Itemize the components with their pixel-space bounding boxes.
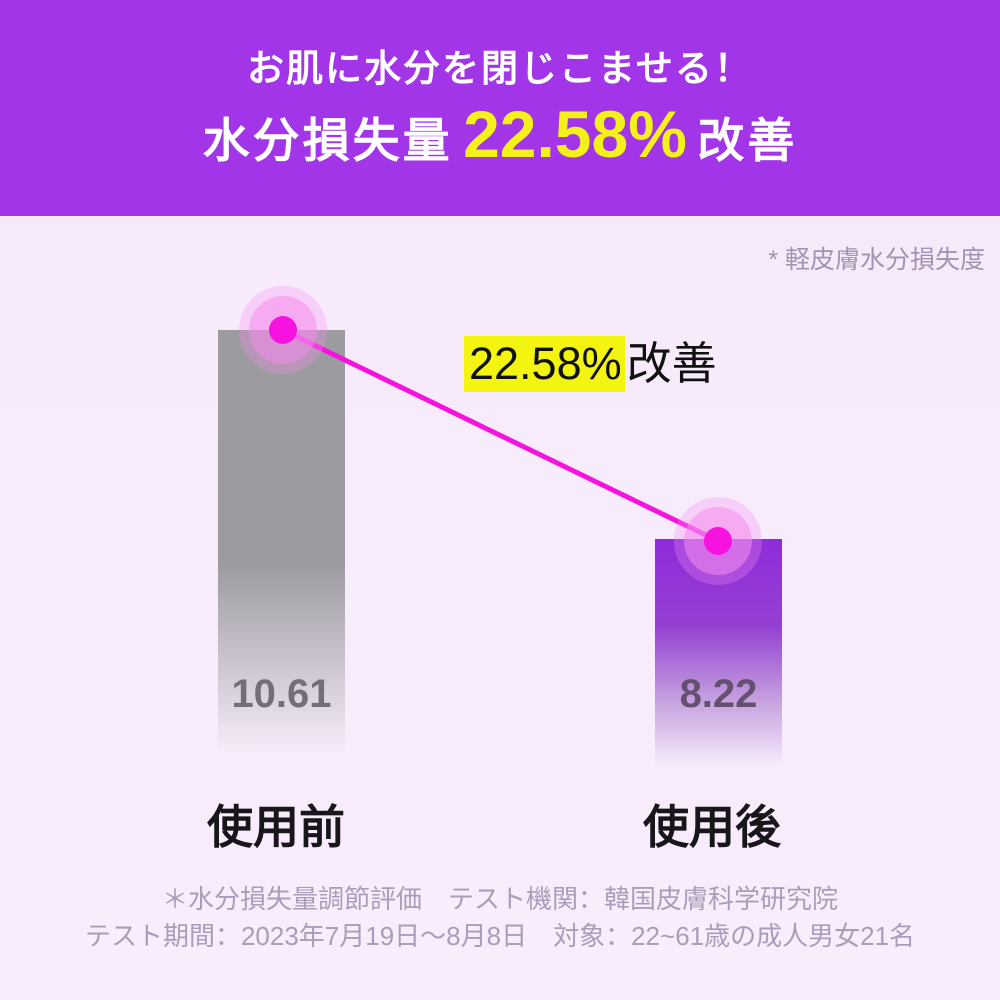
test-details-line2: テスト期間：2023年7月19日～8月8日 対象：22~61歳の成人男女21名 <box>84 921 916 951</box>
improvement-annotation: 22.58% 改善 <box>464 336 717 392</box>
banner-subheadline: 水分損失量 22.58% 改善 <box>203 101 798 167</box>
bar-value-before: 10.61 <box>231 672 332 716</box>
bar-value-after: 8.22 <box>679 672 758 716</box>
test-details-footer: ＊水分損失量調節評価 テスト機関：韓国皮膚科学研究院 テスト期間：2023年7月… <box>0 881 1000 955</box>
banner-subheadline-suffix: 改善 <box>697 114 798 167</box>
improvement-annotation-highlight: 22.58% <box>464 336 625 392</box>
test-details-line1: ＊水分損失量調節評価 テスト機関：韓国皮膚科学研究院 <box>161 884 838 914</box>
banner-improvement-number: 22.58% <box>463 97 687 171</box>
bar-after-use <box>655 539 782 767</box>
header-banner: お肌に水分を閉じこませる！ 水分損失量 22.58% 改善 <box>0 0 1000 216</box>
category-label-before: 使用前 <box>207 801 345 853</box>
category-label-after: 使用後 <box>643 801 781 853</box>
improvement-annotation-rest: 改善 <box>626 338 717 389</box>
banner-headline: お肌に水分を閉じこませる！ <box>247 48 753 89</box>
measure-footnote: * 軽皮膚水分損失度 <box>768 246 985 274</box>
banner-subheadline-prefix: 水分損失量 <box>202 114 453 167</box>
